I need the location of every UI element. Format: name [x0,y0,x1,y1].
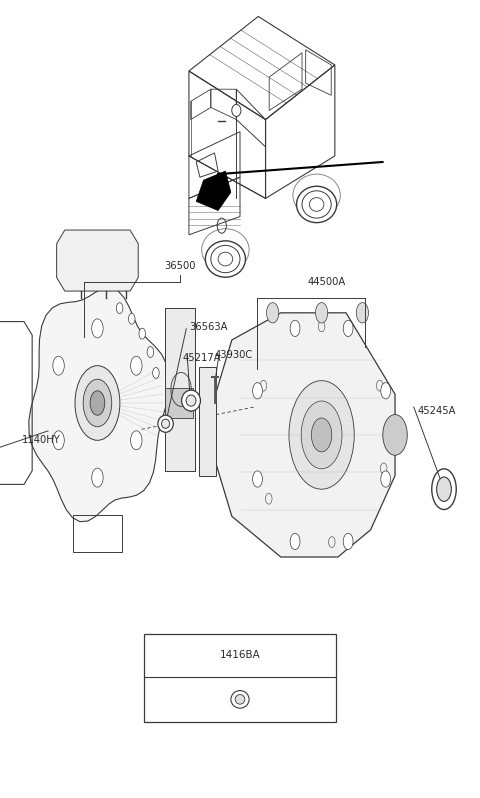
Text: 36500: 36500 [164,261,196,271]
Polygon shape [29,287,169,522]
Circle shape [343,320,353,337]
Text: 1140HY: 1140HY [22,436,60,445]
Ellipse shape [186,395,196,406]
Ellipse shape [297,186,336,223]
Circle shape [266,302,279,323]
Polygon shape [196,171,231,211]
Circle shape [315,302,328,323]
Polygon shape [216,313,395,557]
Circle shape [252,383,263,399]
Ellipse shape [205,241,245,277]
Circle shape [381,383,391,399]
Circle shape [381,471,391,487]
Text: 45217A: 45217A [182,353,221,362]
Text: 45245A: 45245A [418,406,456,416]
Circle shape [290,533,300,550]
Circle shape [252,471,263,487]
Circle shape [83,379,112,427]
Circle shape [301,401,342,469]
Text: 36563A: 36563A [190,322,228,332]
Circle shape [53,431,64,450]
Ellipse shape [158,415,173,433]
Circle shape [116,302,123,314]
Circle shape [290,320,300,337]
Polygon shape [57,230,138,291]
Circle shape [129,314,135,324]
Circle shape [131,431,142,450]
Circle shape [383,415,407,455]
Circle shape [92,319,103,338]
Polygon shape [165,308,195,471]
Bar [165,388,193,418]
Ellipse shape [235,694,245,704]
Ellipse shape [231,690,249,708]
Circle shape [153,368,159,378]
Circle shape [131,356,142,375]
Circle shape [90,391,105,415]
Circle shape [75,365,120,440]
Circle shape [343,533,353,550]
Circle shape [53,356,64,375]
Ellipse shape [181,390,201,411]
Bar [144,634,336,722]
Ellipse shape [232,105,241,117]
Ellipse shape [162,419,169,429]
Polygon shape [199,367,216,476]
Circle shape [312,418,332,452]
Circle shape [356,302,369,323]
Circle shape [92,468,103,487]
Circle shape [147,346,154,358]
Text: 44500A: 44500A [307,277,346,287]
Circle shape [432,469,456,509]
Circle shape [289,381,354,489]
Circle shape [437,477,451,501]
Text: 1416BA: 1416BA [220,650,260,661]
Circle shape [139,328,145,339]
Text: 43930C: 43930C [215,350,253,360]
